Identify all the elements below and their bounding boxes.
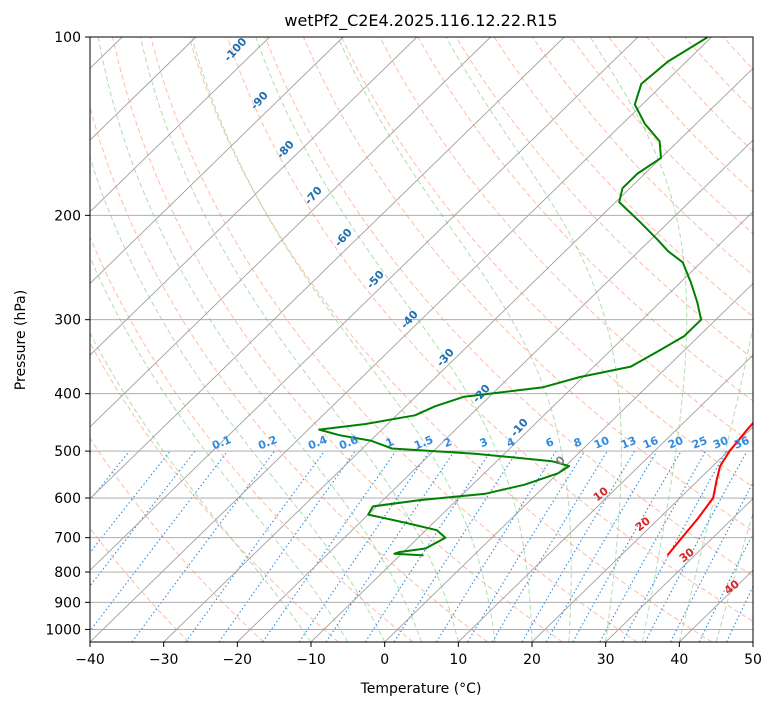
- mixing-ratio-line: [325, 450, 455, 642]
- y-tick-label: 800: [54, 565, 81, 581]
- mixing-ratio-label: 2: [442, 435, 454, 450]
- mixing-ratio-line: [393, 450, 518, 642]
- moist-adiabat: [139, 37, 459, 642]
- plot-area: -100-90-80-70-60-50-40-30-20-10010203040…: [90, 37, 753, 642]
- x-tick-label: 20: [523, 652, 541, 668]
- dry-adiabat: [417, 37, 753, 402]
- x-tick-label: 40: [670, 652, 688, 668]
- mixing-ratio-label: 20: [666, 434, 685, 452]
- y-tick-label: 100: [54, 30, 81, 46]
- moist-adiabat: [337, 37, 572, 642]
- y-tick-label: 900: [54, 595, 81, 611]
- mixing-ratio-label: 1: [384, 435, 396, 450]
- moist-adiabat: [255, 37, 533, 642]
- dry-adiabat: [226, 37, 753, 623]
- mixing-ratio-line: [491, 450, 608, 642]
- dry-adiabat: [150, 37, 638, 642]
- dry-adiabat: [90, 437, 264, 642]
- x-tick-label: 50: [744, 652, 762, 668]
- isotherm: [90, 37, 491, 428]
- isotherm: [90, 37, 639, 571]
- mixing-ratio-line: [262, 450, 397, 642]
- moist-adiabat: [589, 37, 688, 642]
- moist-adiabat: [678, 323, 753, 642]
- x-axis-title: Temperature (°C): [360, 681, 482, 697]
- mixing-ratio-line: [467, 450, 586, 642]
- temperature-profile-line: [666, 421, 753, 557]
- isotherm: [236, 139, 753, 642]
- dry-adiabat: [188, 37, 712, 642]
- mixing-ratio-label: 36: [732, 434, 751, 452]
- mixing-ratio-label: 13: [619, 434, 638, 452]
- y-tick-label: 600: [54, 491, 81, 507]
- mixing-ratio-label: 25: [690, 434, 709, 452]
- isotherm: [90, 37, 565, 500]
- moist-adiabat: [97, 37, 422, 642]
- moist-adiabat: [191, 37, 496, 642]
- isotherm: [90, 37, 712, 642]
- isotherm: [457, 354, 753, 642]
- dry-adiabat: [455, 37, 753, 360]
- isotherm: [531, 426, 753, 642]
- dry-adiabat: [264, 37, 753, 577]
- y-tick-label: 400: [54, 387, 81, 403]
- y-tick-label: 500: [54, 444, 81, 460]
- axes: −40 −30 −20 −10 0 10 20 30 40 50 100 200 300 400 500 60…: [45, 30, 762, 668]
- isotherm: [310, 211, 753, 642]
- isotherm: [384, 282, 753, 642]
- dry-adiabat: [90, 527, 190, 642]
- mixing-ratio-line: [218, 450, 356, 642]
- moist-adiabat: [715, 511, 753, 642]
- moist-adiabat: [90, 255, 349, 642]
- moist-adiabat: [445, 37, 622, 642]
- x-tick-label: −10: [296, 652, 326, 668]
- y-tick-label: 1000: [45, 622, 81, 638]
- mixing-ratio-line: [599, 450, 707, 642]
- dry-adiabat: [302, 37, 753, 532]
- x-tick-label: 0: [380, 652, 389, 668]
- y-tick-label: 700: [54, 531, 81, 547]
- isotherm: [90, 37, 418, 356]
- x-tick-label: −40: [75, 652, 105, 668]
- x-tick-label: 10: [449, 652, 467, 668]
- mixing-ratio-label: 3: [478, 435, 490, 450]
- mixing-ratio-line: [298, 450, 431, 642]
- x-tick-label: 30: [597, 652, 615, 668]
- mixing-ratio-line: [621, 450, 727, 642]
- y-tick-label: 300: [54, 313, 81, 329]
- mixing-ratio-label: 10: [592, 434, 611, 452]
- isotherm: [90, 37, 197, 141]
- y-axis-title: Pressure (hPa): [13, 290, 29, 390]
- isotherm: [90, 37, 270, 213]
- moist-adiabat: [90, 155, 386, 642]
- mixing-ratio-line: [364, 450, 492, 642]
- dry-adiabat: [112, 37, 563, 642]
- x-tick-label: −20: [223, 652, 253, 668]
- dry-adiabat: [90, 341, 339, 642]
- chart-title: wetPf2_C2E4.2025.116.12.22.R15: [284, 11, 557, 31]
- isotherm: [90, 37, 344, 285]
- mixing-ratio-label: 16: [641, 434, 660, 452]
- isotherm: [605, 497, 753, 642]
- isotherm: [163, 67, 753, 642]
- mixing-ratio-label: 8: [572, 435, 584, 450]
- mixing-ratio-line: [90, 450, 229, 633]
- plot-frame: [89, 36, 754, 643]
- mixing-ratio-label: 30: [711, 434, 730, 452]
- mixing-ratio-line: [185, 450, 325, 642]
- mixing-ratio-line: [572, 450, 682, 642]
- mixing-ratio-line: [131, 450, 275, 642]
- y-tick-label: 200: [54, 208, 81, 224]
- x-tick-label: −30: [149, 652, 179, 668]
- dewpoint-profile-line: [318, 37, 709, 557]
- dry-adiabat: [90, 105, 488, 642]
